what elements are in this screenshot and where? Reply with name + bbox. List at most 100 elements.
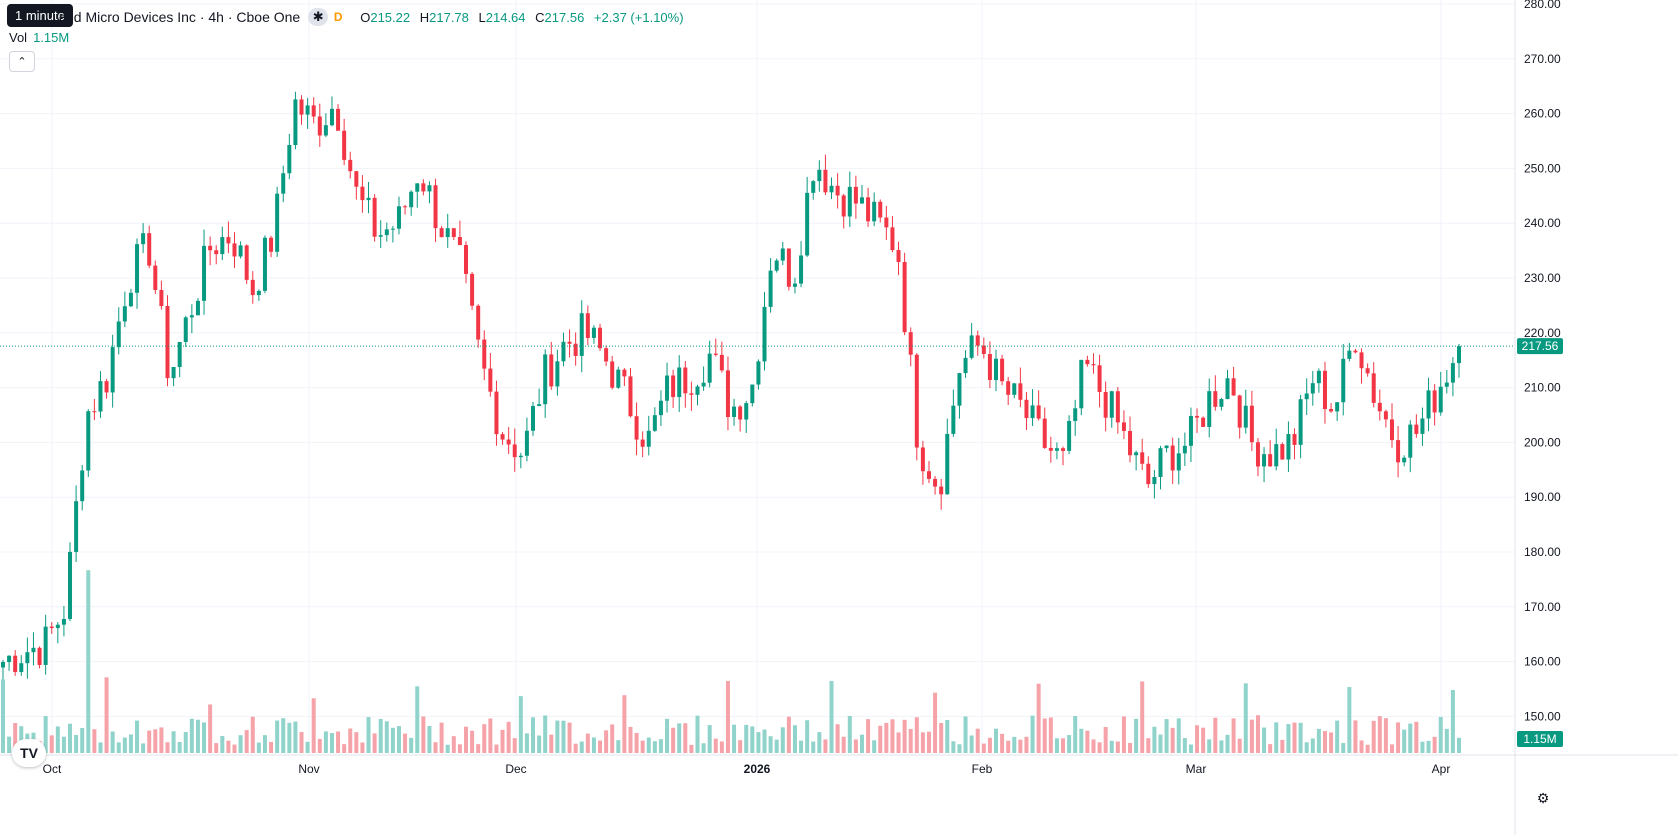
- candle-body: [524, 430, 529, 456]
- candle-body: [1420, 418, 1425, 434]
- volume-bar: [518, 696, 523, 753]
- gear-icon[interactable]: ⚙: [1536, 789, 1550, 806]
- volume-bar: [244, 730, 249, 753]
- volume-bar: [1103, 726, 1108, 753]
- volume-bar: [512, 738, 517, 753]
- volume-bar: [104, 677, 109, 753]
- candle-body: [482, 339, 487, 369]
- candle-body: [220, 237, 225, 255]
- volume-bar: [1, 679, 5, 753]
- volume-label: Vol: [9, 30, 28, 45]
- candle-body: [305, 105, 310, 115]
- candle-body: [549, 354, 554, 387]
- symbol-title[interactable]: ced Micro Devices Inc · 4h · Cboe One: [59, 9, 301, 25]
- collapse-legend-button[interactable]: ⌃: [9, 51, 35, 72]
- volume-bar: [372, 733, 377, 753]
- candle-body: [1012, 383, 1017, 395]
- volume-bar: [1170, 727, 1175, 753]
- volume-legend: Vol 1.15M: [9, 30, 69, 45]
- candle-body: [43, 626, 48, 665]
- candle-body: [951, 405, 956, 434]
- candle-body: [74, 501, 79, 552]
- candle-body: [598, 327, 603, 349]
- volume-bar: [1237, 738, 1242, 753]
- volume-bar: [671, 727, 676, 753]
- candle-body: [25, 652, 30, 664]
- time-tick-label: Feb: [972, 762, 993, 776]
- asterisk-icon[interactable]: ✱: [308, 8, 329, 26]
- candle-body: [1359, 352, 1364, 369]
- volume-bar: [195, 719, 200, 753]
- candle-body: [37, 647, 42, 665]
- candle-body: [866, 197, 871, 222]
- volume-bar: [1444, 728, 1449, 753]
- candle-body: [348, 159, 353, 172]
- volume-bar: [171, 731, 176, 753]
- volume-bar: [329, 733, 334, 753]
- candle-body: [1067, 420, 1072, 451]
- candle-body: [171, 366, 176, 379]
- candle-body: [1377, 402, 1382, 412]
- volume-bar: [1304, 742, 1309, 753]
- tradingview-logo-icon[interactable]: TV: [12, 739, 46, 767]
- volume-bar: [1140, 681, 1145, 753]
- candle-body: [421, 183, 426, 192]
- candle-body: [329, 108, 334, 126]
- volume-bar: [159, 727, 164, 753]
- volume-bar: [1146, 738, 1151, 753]
- candle-body: [61, 618, 66, 625]
- volume-bar: [975, 728, 980, 753]
- candle-body: [354, 171, 359, 187]
- volume-bar: [427, 725, 432, 753]
- candle-body: [1164, 445, 1169, 449]
- volume-bar: [476, 744, 481, 753]
- volume-bar: [1292, 722, 1297, 753]
- candle-body: [177, 341, 182, 367]
- candle-body: [1109, 391, 1114, 418]
- candle-body: [86, 411, 91, 471]
- volume-bar: [640, 740, 645, 753]
- candle-body: [80, 470, 85, 502]
- volume-bar: [439, 722, 444, 753]
- candle-body: [372, 197, 377, 237]
- volume-bar: [823, 739, 828, 753]
- volume-bar: [378, 718, 383, 753]
- time-tick-label: Nov: [298, 762, 319, 776]
- volume-bar: [1341, 742, 1346, 753]
- volume-bar: [470, 730, 475, 753]
- candle-body: [1450, 363, 1455, 383]
- volume-bar: [482, 724, 487, 753]
- volume-bar: [1365, 744, 1370, 753]
- candle-body: [427, 185, 432, 192]
- candle-body: [805, 192, 810, 256]
- volume-bar: [43, 716, 48, 753]
- volume-bar: [902, 719, 907, 753]
- candle-body: [744, 403, 749, 420]
- volume-bar: [890, 719, 895, 753]
- candle-body: [1018, 383, 1023, 400]
- volume-bar: [256, 742, 261, 753]
- volume-bar: [683, 723, 688, 753]
- candle-body: [1091, 364, 1096, 366]
- last-price-label: 217.56: [1522, 339, 1559, 353]
- volume-bar: [1438, 716, 1443, 753]
- volume-bar: [646, 737, 651, 753]
- volume-bar: [1176, 718, 1181, 753]
- candle-body: [847, 186, 852, 217]
- candle-body: [232, 243, 237, 257]
- open-value: 215.22: [370, 9, 411, 25]
- candle-body: [396, 206, 401, 229]
- candle-body: [1195, 415, 1200, 418]
- volume-bar: [719, 741, 724, 753]
- volume-bar: [725, 680, 730, 753]
- volume-bar: [61, 736, 66, 753]
- candle-body: [671, 375, 676, 398]
- candle-body: [104, 381, 109, 393]
- volume-bar: [202, 722, 207, 753]
- volume-bar: [543, 715, 548, 753]
- volume-bar: [1255, 715, 1260, 753]
- volume-bar: [1396, 722, 1401, 753]
- volume-bar: [1207, 739, 1212, 753]
- candle-body: [165, 306, 170, 379]
